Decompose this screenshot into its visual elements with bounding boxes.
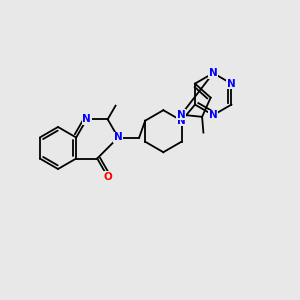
Text: N: N bbox=[114, 133, 123, 142]
Text: O: O bbox=[103, 172, 112, 182]
Text: N: N bbox=[82, 114, 91, 124]
Text: N: N bbox=[227, 79, 236, 88]
Text: N: N bbox=[177, 116, 186, 126]
Text: N: N bbox=[209, 110, 218, 120]
Text: N: N bbox=[209, 68, 218, 78]
Text: N: N bbox=[177, 110, 186, 120]
